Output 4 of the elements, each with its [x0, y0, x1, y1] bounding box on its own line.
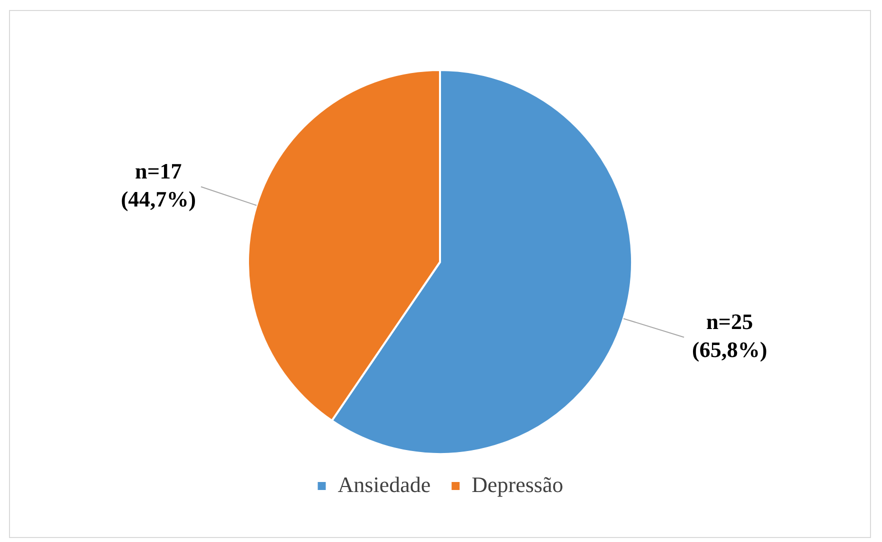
legend-label: Depressão: [472, 472, 564, 497]
data-label: n=25 (65,8%): [692, 308, 768, 362]
legend-label: Ansiedade: [338, 472, 431, 497]
data-label: n=17 (44,7%): [120, 158, 196, 212]
